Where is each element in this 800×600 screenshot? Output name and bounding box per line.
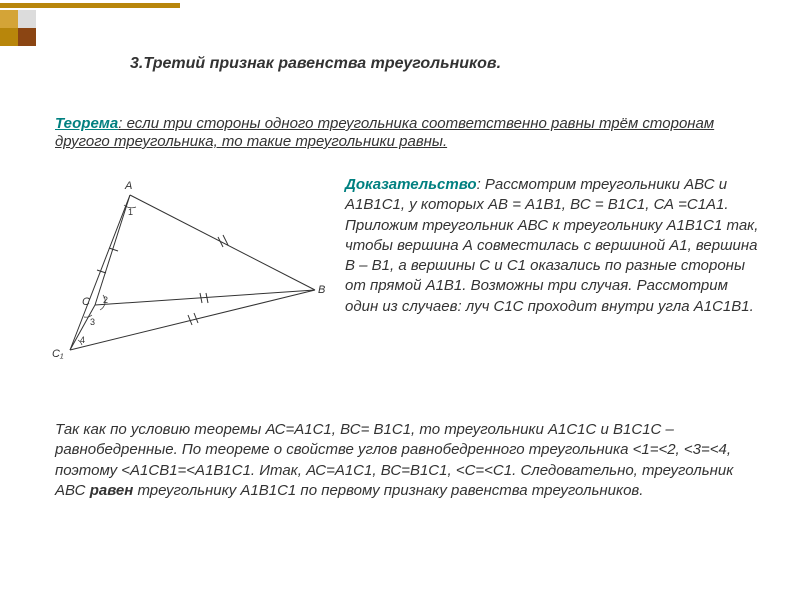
theorem-label: Теорема bbox=[55, 115, 118, 132]
conclusion-bold: равен bbox=[90, 482, 134, 499]
conclusion-paragraph: Так как по условию теоремы АС=А1С1, ВС= … bbox=[55, 420, 755, 501]
title-text: 3.Третий признак равенства треугольников… bbox=[130, 55, 501, 72]
svg-text:3: 3 bbox=[90, 317, 95, 327]
svg-text:1: 1 bbox=[128, 207, 133, 217]
diagram-svg: A B C C₁ 1 2 3 4 bbox=[40, 175, 330, 385]
conclusion-text-after: треугольнику А1В1С1 по первому признаку … bbox=[133, 482, 643, 499]
proof-label: Доказательство bbox=[345, 176, 477, 193]
theorem-statement: Теорема: если три стороны одного треугол… bbox=[55, 115, 755, 151]
svg-text:A: A bbox=[124, 180, 132, 192]
svg-text:4: 4 bbox=[80, 335, 85, 345]
corner-decoration bbox=[0, 0, 200, 55]
svg-text:B: B bbox=[318, 284, 325, 296]
theorem-text: : если три стороны одного треугольника с… bbox=[55, 115, 714, 150]
svg-text:C₁: C₁ bbox=[52, 348, 64, 360]
svg-text:C: C bbox=[82, 296, 90, 308]
geometry-diagram: A B C C₁ 1 2 3 4 bbox=[40, 175, 330, 385]
svg-text:2: 2 bbox=[103, 295, 108, 305]
proof-paragraph: Доказательство: Рассмотрим треугольники … bbox=[345, 175, 760, 317]
decoration-svg bbox=[0, 0, 200, 50]
slide-title: 3.Третий признак равенства треугольников… bbox=[130, 55, 700, 73]
proof-text: : Рассмотрим треугольники АВС и А1В1С1, … bbox=[345, 176, 758, 315]
